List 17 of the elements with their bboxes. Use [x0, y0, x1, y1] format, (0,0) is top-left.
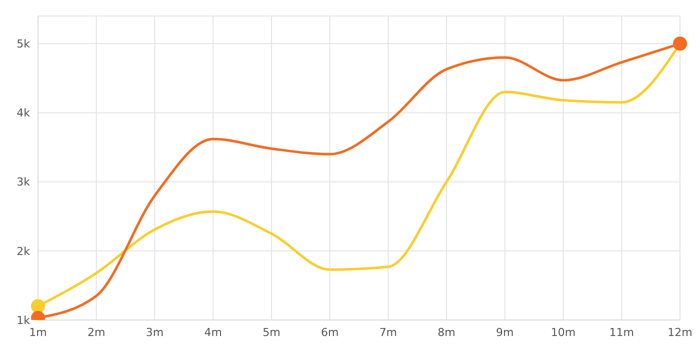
- y-tick-label: 3k: [16, 176, 31, 189]
- x-tick-label: 6m: [320, 326, 339, 339]
- x-tick-label: 1m: [29, 326, 47, 339]
- y-tick-label: 4k: [16, 106, 31, 120]
- y-tick-label: 2k: [16, 244, 31, 258]
- x-tick-label: 9m: [496, 326, 514, 339]
- x-tick-label: 4m: [204, 326, 222, 339]
- x-tick-label: 11m: [609, 326, 634, 339]
- x-tick-label: 5m: [262, 326, 280, 339]
- x-tick-label: 8m: [438, 326, 456, 339]
- x-tick-label: 12m: [668, 326, 692, 339]
- y-tick-label: 5k: [16, 38, 31, 51]
- x-tick-label: 2m: [88, 326, 106, 339]
- y-tick-label: 1k: [16, 314, 31, 327]
- x-tick-label: 3m: [146, 326, 164, 339]
- x-tick-label: 10m: [550, 326, 576, 339]
- x-tick-label: 7m: [379, 326, 398, 339]
